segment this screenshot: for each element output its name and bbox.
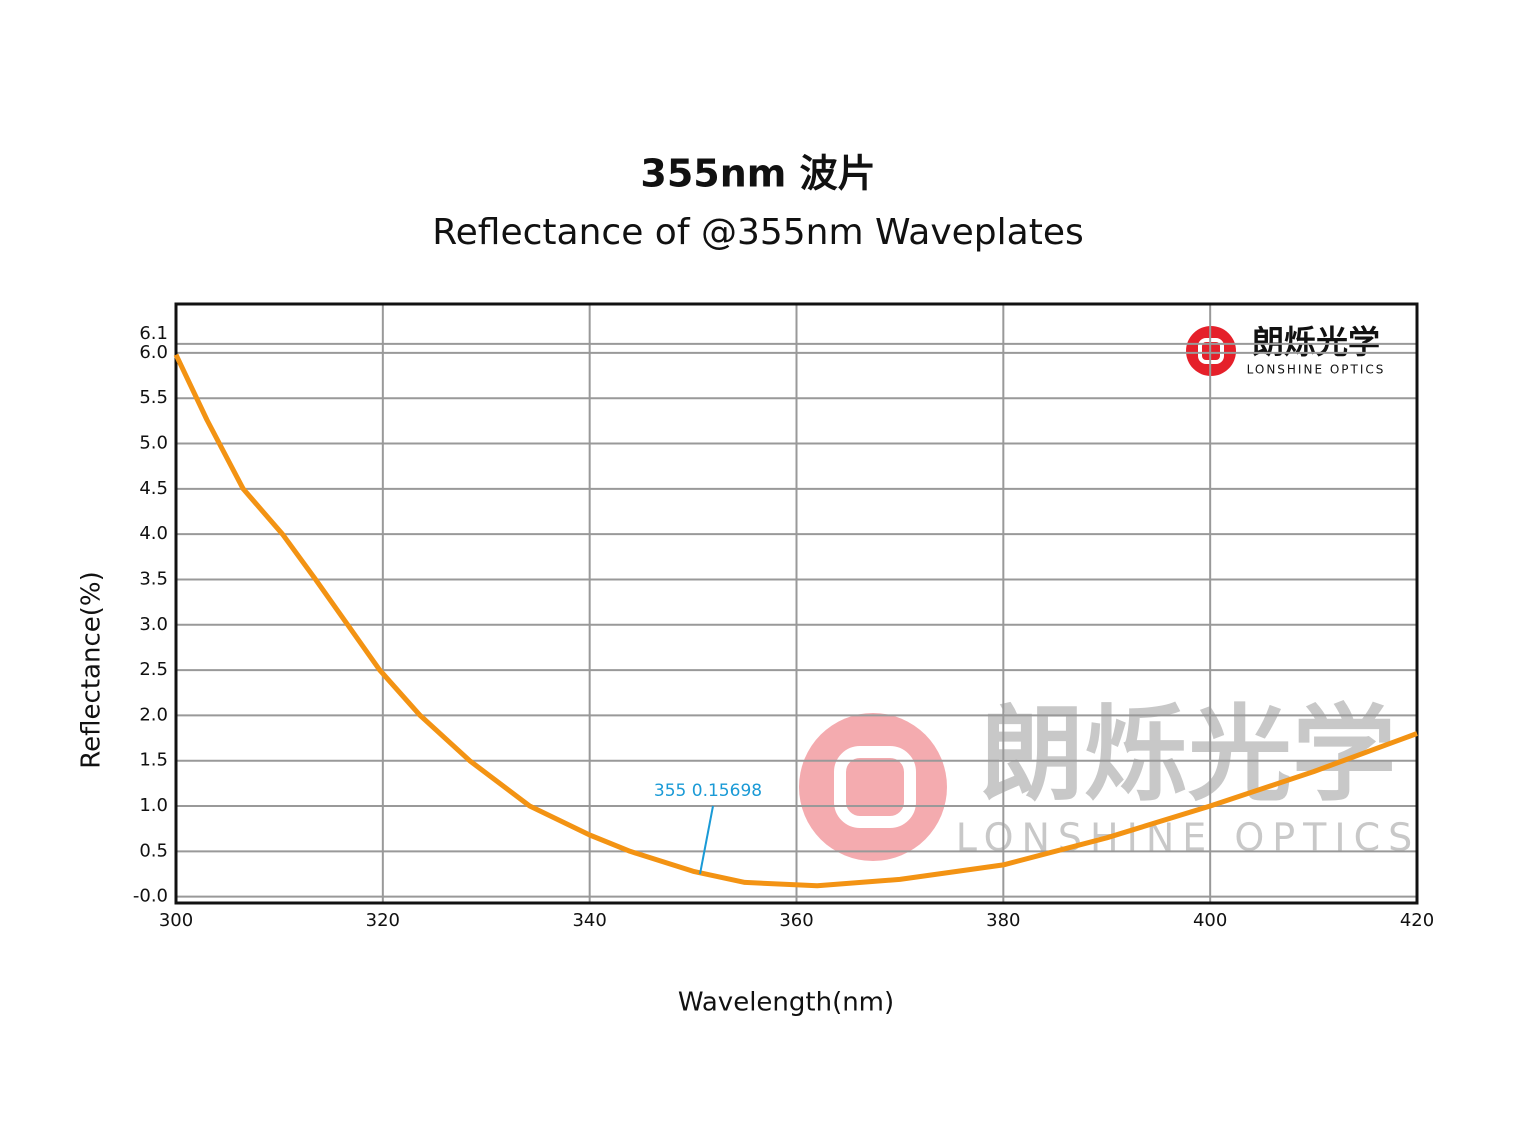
chart-subtitle: Reflectance of @355nm Waveplates <box>432 212 1083 253</box>
y-tick-label: 5.0 <box>139 433 168 454</box>
watermark: 朗烁光学 LONSHINE OPTICS <box>799 693 1420 861</box>
chart-title: 355nm 波片 <box>640 152 875 196</box>
x-tick-label: 360 <box>779 910 813 931</box>
y-axis-label: Reflectance(%) <box>77 571 107 768</box>
y-tick-label: 4.5 <box>139 478 168 499</box>
y-tick-label: 6.1 <box>139 323 168 344</box>
x-tick-label: 340 <box>572 910 606 931</box>
y-tick-label: 0.5 <box>139 840 168 861</box>
x-tick-label: 400 <box>1193 910 1227 931</box>
y-tick-label: 1.5 <box>139 750 168 771</box>
x-tick-label: 380 <box>986 910 1020 931</box>
watermark-icon <box>834 746 916 828</box>
logo: 朗烁光学 LONSHINE OPTICS <box>1186 323 1386 377</box>
y-tick-label: 4.0 <box>139 523 168 544</box>
logo-tagline: LONSHINE OPTICS <box>1247 363 1386 377</box>
x-tick-label: 300 <box>159 910 193 931</box>
x-axis-label: Wavelength(nm) <box>678 988 894 1018</box>
y-tick-label: 3.5 <box>139 568 168 589</box>
y-tick-label: 3.0 <box>139 614 168 635</box>
watermark-name: 朗烁光学 <box>980 693 1396 815</box>
watermark-icon <box>799 713 947 861</box>
y-tick-label: 6.0 <box>139 342 168 363</box>
watermark-tagline: LONSHINE OPTICS <box>956 816 1420 860</box>
logo-name: 朗烁光学 <box>1252 323 1380 361</box>
x-tick-label: 420 <box>1400 910 1434 931</box>
annotation: 355 0.15698 <box>654 781 762 801</box>
annotation-leader <box>699 805 714 875</box>
y-tick-label: -0.0 <box>133 886 168 907</box>
y-tick-label: 5.5 <box>139 387 168 408</box>
data-line <box>173 353 1418 889</box>
y-tick-label: 2.0 <box>139 704 168 725</box>
plot-border <box>174 302 1419 905</box>
y-tick-label: 1.0 <box>139 795 168 816</box>
x-tick-label: 320 <box>366 910 400 931</box>
y-tick-label: 2.5 <box>139 659 168 680</box>
